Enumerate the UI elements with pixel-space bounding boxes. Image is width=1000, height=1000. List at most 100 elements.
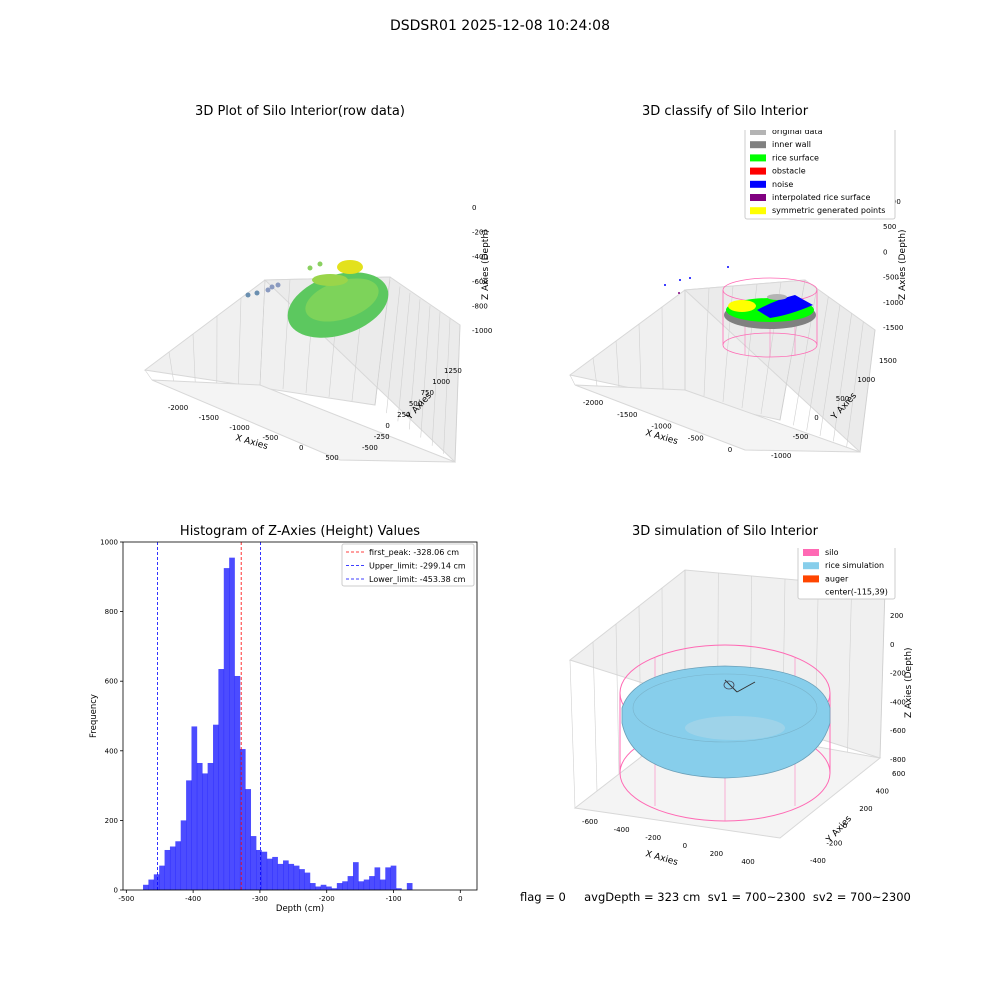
axis-tick-label: -1000 [472, 327, 492, 335]
histogram-bar [331, 888, 338, 890]
gridline [282, 279, 291, 390]
gridline [859, 329, 876, 453]
axis-tick-label: -200 [826, 840, 842, 848]
histogram-bar [148, 879, 155, 890]
axis-tick-label: -800 [472, 302, 488, 310]
legend-swatch [750, 194, 766, 201]
axis-tick-label: -200 [472, 229, 488, 237]
legend-entry: inner wall [772, 140, 811, 149]
simulation-z-axis-ticks: 200 0 -200 -400 -600 -800 [890, 612, 906, 764]
gridline [259, 279, 266, 386]
raw-plot-title: 3D Plot of Silo Interior(row data) [195, 104, 405, 119]
raw-point-cloud [245, 260, 389, 338]
histogram-bar [234, 675, 241, 890]
axis-tick-label: -400 [890, 698, 906, 706]
histogram-title: Histogram of Z-Axies (Height) Values [179, 524, 421, 539]
axis-tick-label: 600 [892, 770, 905, 778]
histogram-bar [207, 762, 214, 890]
histogram-bar [385, 867, 391, 890]
gridline [879, 587, 886, 759]
histogram-chart[interactable]: -500 -400 -300 -200 -100 0 02004006008001000 … [80, 535, 500, 920]
histogram-bar [175, 841, 182, 890]
axis-tick-label: 400 [876, 787, 889, 795]
axis-tick-label: -500 [362, 444, 378, 452]
histogram-bar [406, 883, 413, 890]
histogram-bar [374, 867, 381, 890]
gridline [833, 313, 852, 442]
axis-tick-label: -1000 [771, 452, 791, 460]
axis-tick-label: -1500 [199, 414, 219, 422]
histogram-bar [223, 568, 230, 890]
gridline [569, 659, 576, 809]
x-tick-label: -300 [252, 895, 268, 903]
histogram-bar [153, 874, 160, 890]
legend-swatch [750, 207, 766, 215]
classify-z-axis-label: Z Axies (Depth) [898, 229, 908, 300]
legend-entry: interpolated rice surface [772, 193, 870, 202]
histogram-bar [304, 872, 311, 890]
axis-tick-label: 200 [859, 805, 872, 813]
axis-tick-label: 1500 [879, 357, 897, 365]
axis-tick-label: 1250 [444, 367, 462, 375]
histogram-bar [272, 856, 278, 890]
axis-tick-label: -800 [890, 756, 906, 764]
legend-swatch [803, 562, 819, 570]
histogram-bar [336, 883, 343, 890]
histogram-bar [196, 762, 203, 890]
axis-tick-label: -600 [890, 727, 906, 735]
x-tick-label: 0 [458, 895, 462, 903]
histogram-bar [169, 846, 176, 890]
simulation-x-axis-label: X Axies [644, 849, 679, 868]
histogram-bar [396, 888, 402, 890]
legend-swatch [803, 549, 819, 556]
histogram-bar [159, 865, 165, 890]
histogram-bar [186, 780, 192, 890]
legend-entry: Upper_limit: -299.14 cm [369, 562, 466, 571]
gridline [431, 312, 441, 446]
classify-legend: original data inner wall rice surface obsta… [744, 130, 896, 220]
axis-tick-label: 0 [472, 204, 476, 212]
raw-x-axis-ticks: -2000 -1500 -1000 -500 0 500 [168, 404, 339, 462]
raw-z-axis-ticks: 0 -200 -400 -600 -800 -1000 [472, 204, 492, 335]
axis-tick-label: -1000 [651, 423, 671, 431]
histogram-bar [218, 669, 225, 890]
gridline [846, 321, 864, 447]
axis-tick-label: -1000 [883, 299, 903, 307]
classify-point-cloud [664, 266, 816, 329]
simulation-z-axis-label: Z Axies (Depth) [904, 647, 914, 718]
histogram-x-axis-label: Depth (cm) [276, 904, 324, 914]
axis-tick-label: -200 [645, 834, 661, 842]
simulation-plot-title: 3D simulation of Silo Interior [632, 524, 818, 539]
axis-tick-label: -2000 [583, 399, 603, 407]
histogram-bar [347, 876, 354, 890]
simulation-3d-plot[interactable]: -600 -400 -200 0 200 400 -400 -200 0 200 400 600 2… [545, 548, 965, 888]
histogram-bar [288, 863, 295, 890]
legend-entry: obstacle [772, 167, 806, 176]
legend-entry: auger [825, 574, 849, 583]
histogram-bar [293, 865, 300, 890]
classify-3d-plot[interactable]: -2000 -1500 -1000 -500 0 -1000 -500 0 500 1000 15… [545, 130, 945, 470]
histogram-frame [122, 541, 478, 891]
legend-entry: silo [825, 548, 839, 557]
legend-swatch [750, 154, 766, 162]
histogram-bar [299, 869, 305, 890]
y-tick-label: 400 [105, 747, 118, 755]
axis-tick-label: 750 [421, 389, 434, 397]
histogram-bar [191, 726, 198, 890]
histogram-bar [363, 879, 370, 890]
axis-tick-label: -1000 [229, 424, 249, 432]
histogram-bar [245, 789, 252, 890]
gridline [569, 374, 576, 386]
axis-tick-label: 200 [710, 850, 723, 858]
histogram-bar [326, 886, 332, 890]
x-tick-label: -100 [386, 895, 402, 903]
histogram-bars [143, 557, 413, 890]
histogram-bar [213, 724, 219, 890]
gridline [806, 296, 829, 431]
axis-tick-label: -1500 [883, 324, 903, 332]
axis-tick-label: 500 [325, 454, 338, 462]
simulation-legend: silo rice simulation auger center(-115,39) [797, 548, 896, 600]
gridline [397, 292, 411, 422]
legend-entry: Lower_limit: -453.38 cm [369, 575, 466, 584]
